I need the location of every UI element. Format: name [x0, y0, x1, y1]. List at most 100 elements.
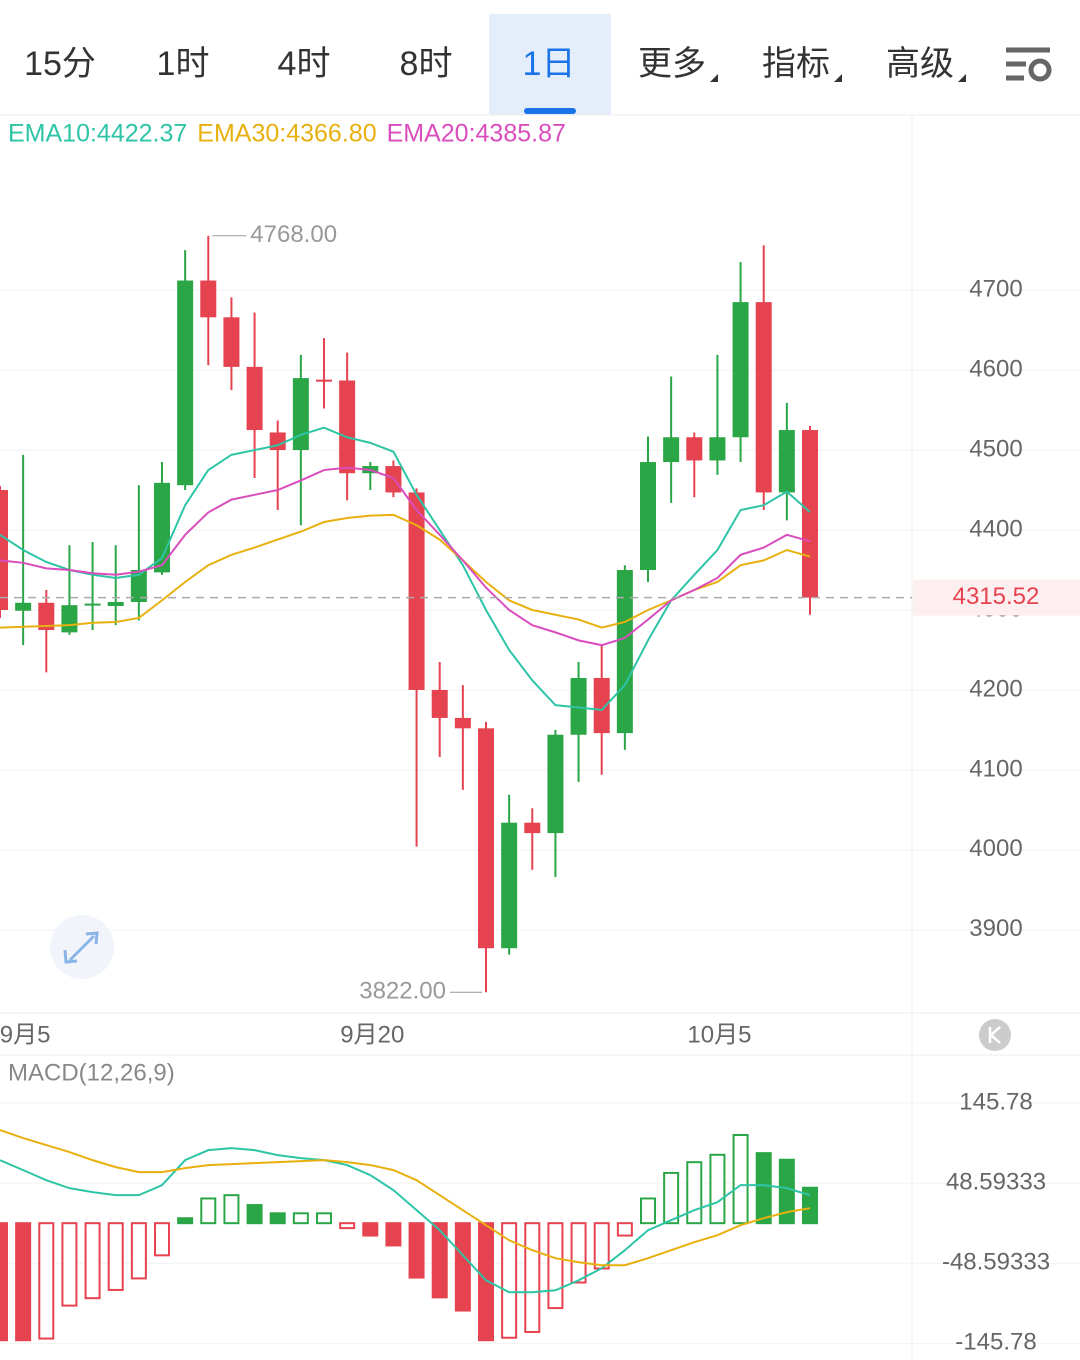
candle-body	[246, 366, 263, 431]
macd-bar	[732, 1134, 749, 1225]
line	[0, 1147, 811, 1294]
y-tick-label: 4200	[969, 675, 1022, 702]
legend-entry: EMA20:4385.87	[387, 120, 566, 148]
macd-bar	[778, 1158, 795, 1225]
tab[interactable]: 指标	[762, 45, 830, 83]
tab[interactable]: 15分	[24, 45, 96, 83]
settings-icon[interactable]	[1006, 47, 1052, 82]
macd-bar	[246, 1204, 263, 1225]
macd-bar	[640, 1197, 656, 1225]
tab[interactable]: 8时	[400, 45, 453, 83]
tab[interactable]: 4时	[278, 45, 331, 83]
y-tick-label: 4600	[969, 355, 1022, 382]
macd-bar	[269, 1212, 286, 1225]
candle-body	[570, 677, 587, 735]
candle-body	[640, 462, 656, 570]
candle-body	[0, 490, 8, 610]
macd-bar	[339, 1222, 356, 1230]
candle-body	[732, 302, 749, 438]
macd-bar	[61, 1222, 78, 1307]
macd-plot	[0, 1129, 818, 1342]
active-tab-indicator	[524, 108, 576, 114]
candle-body	[478, 728, 494, 949]
candle-body	[686, 437, 703, 461]
macd-bar	[107, 1222, 124, 1291]
candle-body	[223, 317, 240, 367]
macd-bar	[593, 1222, 610, 1270]
k-button[interactable]	[979, 1019, 1011, 1051]
y-tick-label: 4100	[969, 755, 1022, 782]
macd-bar	[130, 1222, 147, 1280]
candle-body	[84, 603, 101, 606]
candle-body	[778, 430, 795, 493]
line	[0, 513, 811, 629]
line	[0, 1129, 811, 1267]
dropdown-caret	[710, 74, 718, 82]
macd-bar	[362, 1222, 379, 1237]
y-tick-label: -145.78	[955, 1329, 1036, 1356]
tab[interactable]: 高级	[886, 45, 954, 83]
candle-body	[431, 689, 448, 718]
macd-bar	[616, 1222, 633, 1237]
macd-bar	[524, 1222, 541, 1333]
macd-bar	[385, 1222, 402, 1247]
macd-bar	[755, 1152, 772, 1225]
tab[interactable]: 1日	[523, 45, 576, 83]
candle-body	[524, 822, 541, 834]
indicator-title: MACD(12,26,9)	[8, 1059, 175, 1086]
macd-bar	[408, 1222, 425, 1279]
candle-body	[177, 280, 194, 486]
candle-body	[130, 569, 147, 602]
macd-bar	[223, 1194, 240, 1225]
candle-body	[616, 569, 633, 734]
candle-body	[802, 430, 818, 598]
candle-body	[593, 677, 610, 734]
macd-bar	[663, 1171, 680, 1225]
macd-bar	[154, 1222, 170, 1257]
candle-body	[408, 492, 425, 690]
candle-body	[339, 380, 356, 474]
candle-body	[38, 602, 55, 630]
x-tick-label: 9月20	[340, 1021, 404, 1048]
x-tick-label: 9月5	[0, 1021, 50, 1048]
y-tick-label: 4000	[969, 835, 1022, 862]
candle-body	[547, 734, 564, 834]
macd-bar	[84, 1222, 101, 1300]
legend-entry: EMA30:4366.80	[197, 120, 376, 148]
y-tick-label: 145.78	[959, 1088, 1032, 1115]
tab[interactable]: 更多	[638, 45, 706, 83]
macd-bar	[686, 1161, 703, 1225]
candle-body	[292, 378, 309, 451]
active-tab-bg	[489, 14, 611, 115]
candle-body	[663, 437, 680, 463]
candle-body	[15, 602, 32, 611]
macd-bar	[15, 1222, 32, 1342]
high-label: 4768.00	[250, 221, 337, 248]
macd-bar	[38, 1222, 55, 1340]
tab[interactable]: 1时	[157, 45, 210, 83]
dropdown-caret	[958, 74, 966, 82]
macd-bar	[570, 1222, 587, 1284]
macd-bar	[316, 1212, 332, 1225]
macd-bar	[802, 1186, 818, 1225]
low-label: 3822.00	[359, 978, 446, 1005]
macd-bar	[547, 1222, 564, 1310]
x-tick-label: 10月5	[687, 1021, 751, 1048]
macd-bar	[0, 1222, 8, 1342]
expand-button[interactable]	[50, 915, 114, 979]
y-tick-label: 48.59333	[946, 1168, 1046, 1195]
legend-entry: EMA10:4422.37	[8, 120, 187, 148]
macd-bar	[177, 1217, 194, 1225]
candle-body	[755, 302, 772, 493]
macd-bar	[431, 1222, 448, 1299]
price-tag-bg	[913, 579, 1080, 616]
candle-body	[501, 822, 518, 949]
macd-bar	[501, 1222, 518, 1339]
candle-body	[454, 717, 471, 729]
candle-body	[200, 280, 217, 318]
price-plot	[0, 235, 818, 993]
candle-body	[61, 605, 78, 633]
macd-bar	[709, 1153, 726, 1225]
candle-body	[107, 601, 124, 606]
candle-body	[709, 437, 726, 461]
